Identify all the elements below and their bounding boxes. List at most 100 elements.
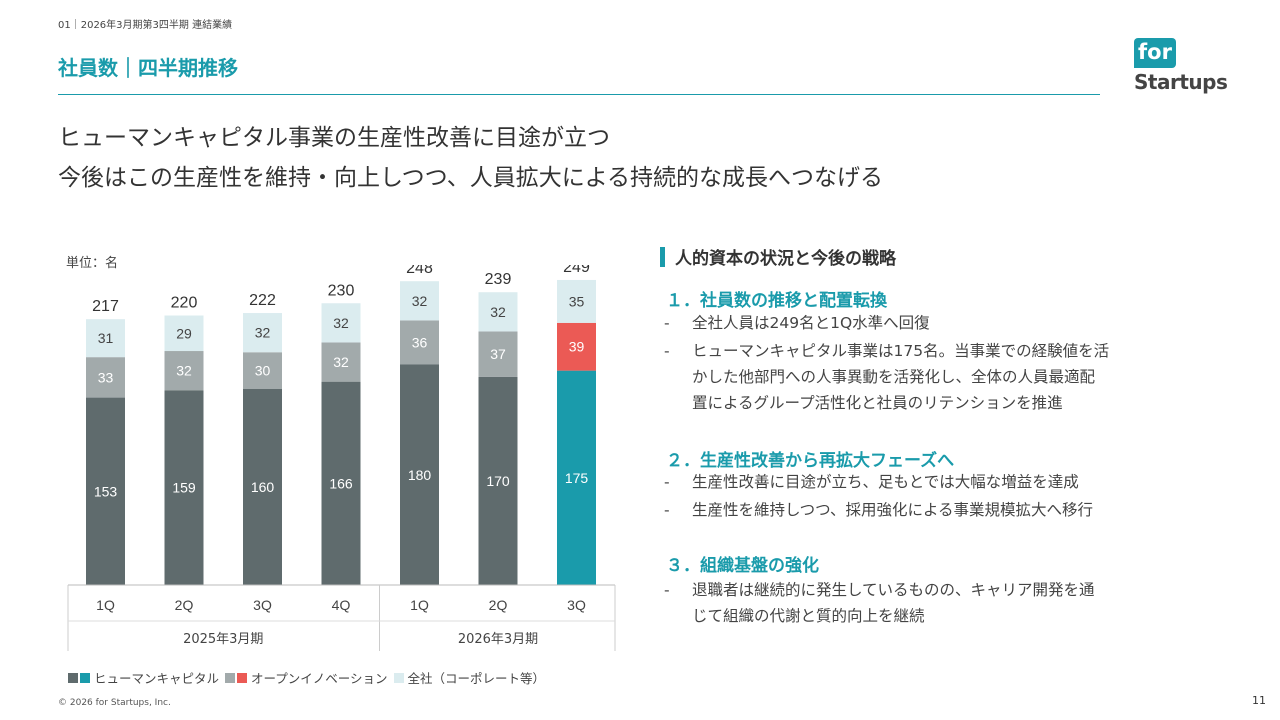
bullet-mark: - — [664, 342, 670, 360]
bar-segment-corporate — [400, 281, 439, 321]
data-label-corporate: 29 — [176, 325, 192, 341]
bar-segment-open-innovation — [321, 342, 361, 382]
data-label-human-capital: 160 — [251, 479, 275, 495]
legend-swatch-open-innovation-highlight — [237, 672, 248, 683]
section-1-title: １．社員数の推移と配置転換 — [666, 291, 887, 311]
bullet-mark: - — [664, 501, 670, 519]
category-tick-label: 1Q — [96, 597, 115, 613]
bar-segment-open-innovation — [164, 351, 204, 391]
data-label-open-innovation: 30 — [255, 363, 271, 379]
bar-segment-corporate — [164, 315, 204, 352]
section-3-bullet-1: - 退職者は継続的に発生しているものの、キャリア開発を通 じて組織の代謝と質的向… — [664, 577, 1095, 629]
data-label-corporate: 32 — [490, 304, 506, 320]
title-divider — [58, 94, 1100, 95]
legend-swatch-human-capital-highlight — [80, 672, 90, 683]
section-1-bullet-1: - 全社人員は249名と1Q水準へ回復 — [664, 310, 930, 336]
logo-text-for: for — [1138, 40, 1172, 64]
data-label-open-innovation: 36 — [412, 334, 428, 350]
total-label: 249 — [563, 265, 590, 276]
data-label-human-capital: 170 — [486, 473, 510, 489]
bar-segment-open-innovation — [86, 357, 125, 398]
bar-segment-human-capital — [243, 389, 282, 585]
data-label-corporate: 32 — [412, 293, 428, 309]
legend-swatch-open-innovation — [225, 672, 236, 683]
strategy-panel-heading: 人的資本の状況と今後の戦略 — [660, 244, 896, 269]
category-tick-label: 2Q — [489, 597, 508, 613]
bullet-mark: - — [664, 581, 670, 599]
bar-segment-corporate — [243, 313, 282, 353]
page-title: 社員数｜四半期推移 — [58, 56, 238, 80]
group-label: 2026年3月期 — [458, 632, 538, 647]
bullet-text-line: 退職者は継続的に発生しているものの、キャリア開発を通 — [692, 581, 1095, 599]
bullet-text-line: 全社人員は249名と1Q水準へ回復 — [692, 314, 930, 332]
data-label-open-innovation: 32 — [333, 354, 349, 370]
data-label-open-innovation: 39 — [569, 339, 585, 355]
bullet-text-line: 置によるグループ活性化と社員のリテンションを推進 — [692, 394, 1063, 412]
data-label-human-capital: 180 — [408, 467, 432, 483]
data-label-human-capital: 159 — [172, 480, 196, 496]
bar-segment-human-capital — [321, 381, 361, 585]
breadcrumb: 01｜2026年3月期第3四半期 連結業績 — [58, 20, 233, 31]
total-label: 239 — [485, 271, 512, 288]
bar-segment-corporate — [321, 303, 361, 343]
heading-accent-bar — [660, 246, 665, 267]
bullet-text-line: じて組織の代謝と質的向上を継続 — [692, 607, 925, 625]
bullet-text-line: 生産性を維持しつつ、採用強化による事業規模拡大へ移行 — [692, 501, 1093, 519]
category-tick-label: 2Q — [175, 597, 194, 613]
section-2-title: ２．生産性改善から再拡大フェーズへ — [666, 451, 955, 471]
total-label: 217 — [92, 298, 119, 315]
legend-label-human-capital: ヒューマンキャピタル — [94, 671, 220, 686]
strategy-panel-heading-text: 人的資本の状況と今後の戦略 — [675, 249, 896, 269]
data-label-corporate: 35 — [569, 293, 585, 309]
chart-unit-label: 単位：名 — [66, 256, 119, 271]
data-label-corporate: 31 — [98, 330, 114, 346]
logo-text-startups: Startups — [1134, 70, 1228, 94]
bar-segment-corporate — [478, 292, 518, 332]
total-label: 230 — [328, 282, 355, 299]
logo-badge: for — [1134, 38, 1176, 68]
category-tick-label: 4Q — [332, 597, 351, 613]
bar-segment-human-capital — [557, 370, 596, 585]
bullet-mark: - — [664, 314, 670, 332]
bar-segment-open-innovation — [557, 322, 596, 371]
group-label: 2025年3月期 — [183, 632, 263, 647]
for-startups-logo: for Startups — [1134, 38, 1228, 96]
page-number: 11 — [1252, 694, 1266, 707]
bar-segment-corporate — [86, 319, 125, 358]
legend-label-open-innovation: オープンイノベーション — [251, 671, 388, 686]
bar-segment-human-capital — [478, 376, 518, 585]
data-label-human-capital: 166 — [329, 475, 353, 491]
bar-segment-open-innovation — [243, 352, 282, 389]
legend-swatch-corporate — [393, 672, 404, 683]
bullet-text-line: かした他部門への人事異動を活発化し、全体の人員最適配 — [692, 368, 1096, 386]
data-label-human-capital: 153 — [94, 483, 118, 499]
bar-segment-human-capital — [164, 390, 204, 585]
section-2-bullet-2: - 生産性を維持しつつ、採用強化による事業規模拡大へ移行 — [664, 497, 1093, 523]
bullet-text-line: 生産性改善に目途が立ち、足もとでは大幅な増益を達成 — [692, 473, 1079, 491]
bar-segment-open-innovation — [478, 331, 518, 377]
category-tick-label: 3Q — [567, 597, 586, 613]
section-2-bullet-1: - 生産性改善に目途が立ち、足もとでは大幅な増益を達成 — [664, 469, 1079, 495]
section-3-title: ３．組織基盤の強化 — [666, 556, 819, 576]
bar-segment-corporate — [557, 279, 596, 323]
data-label-open-innovation: 32 — [176, 363, 192, 379]
bullet-text-line: ヒューマンキャピタル事業は175名。当事業での経験値を活 — [692, 342, 1110, 360]
category-tick-label: 1Q — [410, 597, 429, 613]
data-label-open-innovation: 33 — [98, 369, 114, 385]
data-label-corporate: 32 — [255, 325, 271, 341]
bar-segment-human-capital — [400, 364, 439, 585]
copyright: © 2026 for Startups, Inc. — [58, 698, 171, 708]
legend-swatch-human-capital — [68, 672, 78, 683]
headline-line-2: 今後はこの生産性を維持・向上しつつ、人員拡大による持続的な成長へつなげる — [58, 165, 884, 191]
bullet-mark: - — [664, 473, 670, 491]
headline-line-1: ヒューマンキャピタル事業の生産性改善に目途が立つ — [58, 125, 610, 151]
data-label-human-capital: 175 — [565, 470, 589, 486]
chart-legend: ヒューマンキャピタル オープンイノベーション 全社（コーポレート等） — [68, 668, 551, 687]
data-label-corporate: 32 — [333, 315, 349, 331]
total-label: 248 — [406, 265, 433, 277]
bar-segment-human-capital — [86, 397, 125, 585]
section-1-bullet-2: - ヒューマンキャピタル事業は175名。当事業での経験値を活 かした他部門への人… — [664, 338, 1110, 416]
total-label: 222 — [249, 292, 276, 309]
legend-label-corporate: 全社（コーポレート等） — [407, 671, 546, 686]
data-label-open-innovation: 37 — [490, 346, 506, 362]
